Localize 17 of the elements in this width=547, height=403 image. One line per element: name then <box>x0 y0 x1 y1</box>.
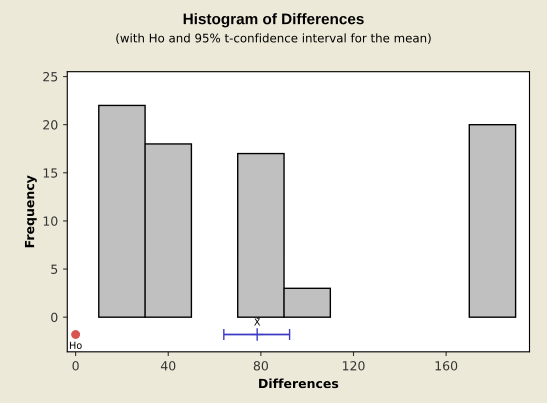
x-axis-title: Differences <box>259 378 338 388</box>
annotation: X̄ <box>254 318 260 326</box>
chart-title: Histogram of Differences <box>184 13 364 28</box>
x-tick-label: 160 <box>436 361 458 371</box>
y-tick-label: 25 <box>43 72 58 82</box>
x-tick-label: 120 <box>342 361 365 371</box>
y-tick-label: 20 <box>43 120 58 130</box>
y-tick-label: 10 <box>44 216 58 226</box>
y-tick-label: 5 <box>51 264 58 274</box>
x-tick-label: 80 <box>254 361 268 371</box>
chart-subtitle: (with Ho and 95% t-confidence interval for the mean) <box>116 33 431 44</box>
x-tick-label: 0 <box>72 361 79 371</box>
y-tick-label: 0 <box>51 312 58 322</box>
y-tick-label: 15 <box>44 168 58 178</box>
y-axis-title: Frequency <box>24 175 37 248</box>
annotation: Ho <box>70 342 82 349</box>
x-tick-label: 40 <box>160 361 176 371</box>
